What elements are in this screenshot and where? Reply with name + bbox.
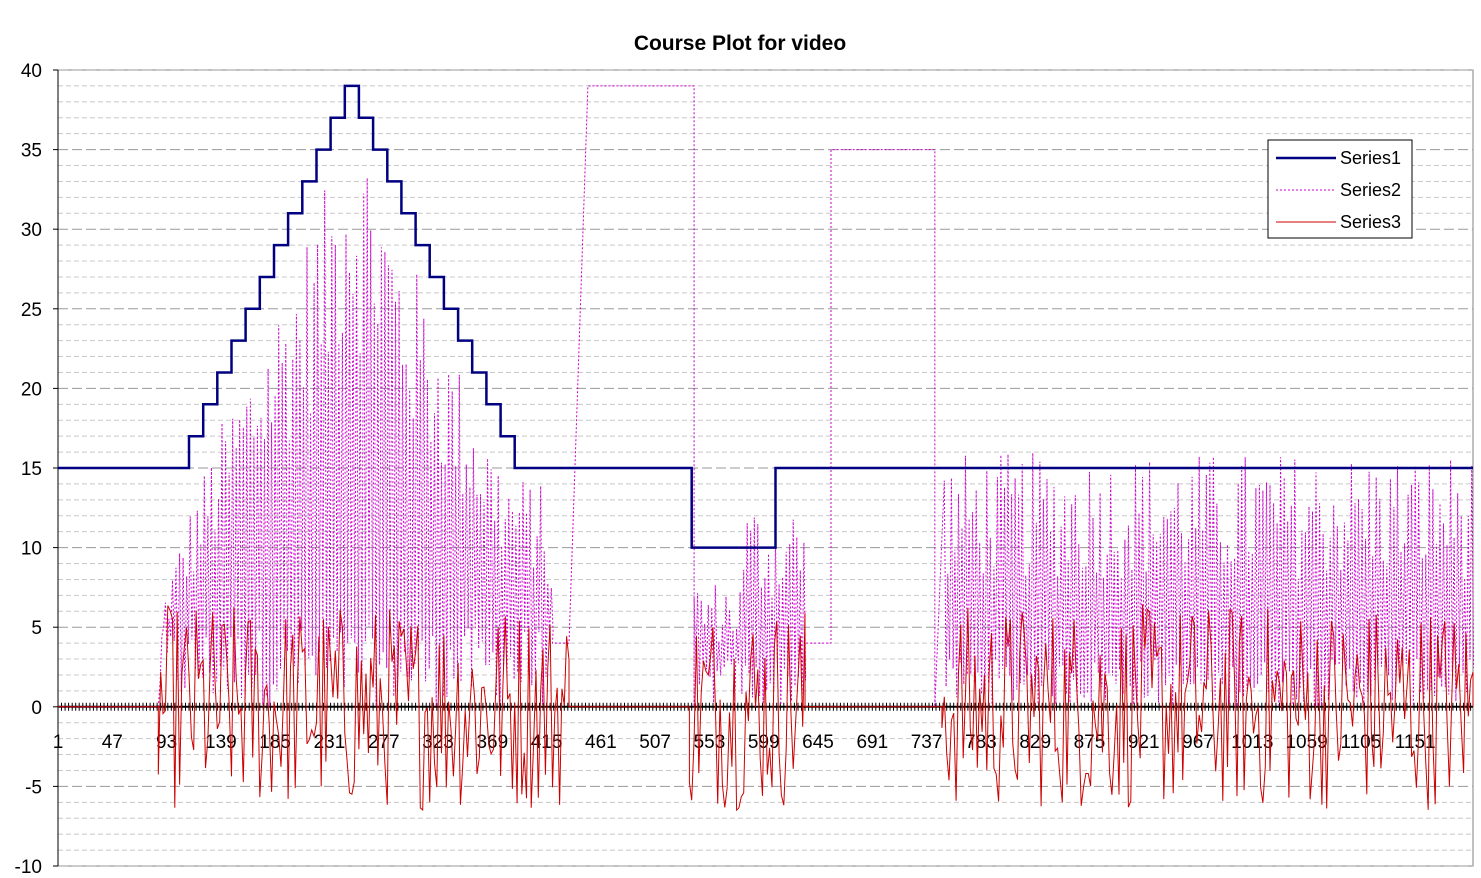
- x-tick-label: 829: [1019, 732, 1051, 753]
- x-tick-label: 139: [205, 732, 237, 753]
- x-tick-label: 93: [156, 732, 177, 753]
- x-tick-label: 1: [53, 732, 64, 753]
- x-tick-label: 737: [911, 732, 943, 753]
- x-tick-label: 231: [314, 732, 346, 753]
- x-tick-label: 921: [1128, 732, 1160, 753]
- legend-label: Series1: [1340, 148, 1401, 168]
- legend: Series1 Series2 Series3: [1267, 139, 1413, 239]
- x-tick-label: 875: [1074, 732, 1106, 753]
- x-tick-label: 691: [856, 732, 888, 753]
- series3-line: [58, 604, 1474, 812]
- x-tick-label: 185: [259, 732, 291, 753]
- legend-label: Series2: [1340, 180, 1401, 200]
- y-tick-label: 0: [31, 698, 42, 719]
- x-tick-label: 783: [965, 732, 997, 753]
- y-tick-label: 35: [21, 141, 42, 162]
- y-tick-label: 10: [21, 539, 42, 560]
- y-tick-label: 5: [31, 618, 42, 639]
- chart-title: Course Plot for video: [634, 32, 846, 55]
- x-tick-label: 553: [694, 732, 726, 753]
- y-tick-label: -5: [25, 777, 42, 798]
- x-tick-label: 507: [639, 732, 671, 753]
- x-tick-label: 645: [802, 732, 834, 753]
- y-tick-label: 25: [21, 300, 42, 321]
- x-tick-label: 1105: [1340, 732, 1381, 753]
- series2-line: [58, 85, 1475, 708]
- y-tick-label: 20: [21, 379, 42, 400]
- x-tick-label: 369: [476, 732, 508, 753]
- series-lines: [58, 84, 1475, 812]
- x-tick-label: 47: [102, 732, 123, 753]
- y-tick-label: 40: [21, 61, 42, 82]
- x-tick-label: 1013: [1231, 732, 1273, 753]
- x-tick-label: 967: [1182, 732, 1214, 753]
- x-tick-label: 1059: [1285, 732, 1327, 753]
- series1-line: [58, 84, 1473, 549]
- y-tick-label: -10: [15, 857, 42, 878]
- legend-label: Series3: [1340, 212, 1401, 232]
- y-tick-label: 15: [21, 459, 42, 480]
- x-tick-label: 461: [585, 732, 617, 753]
- y-tick-label: 30: [21, 220, 42, 241]
